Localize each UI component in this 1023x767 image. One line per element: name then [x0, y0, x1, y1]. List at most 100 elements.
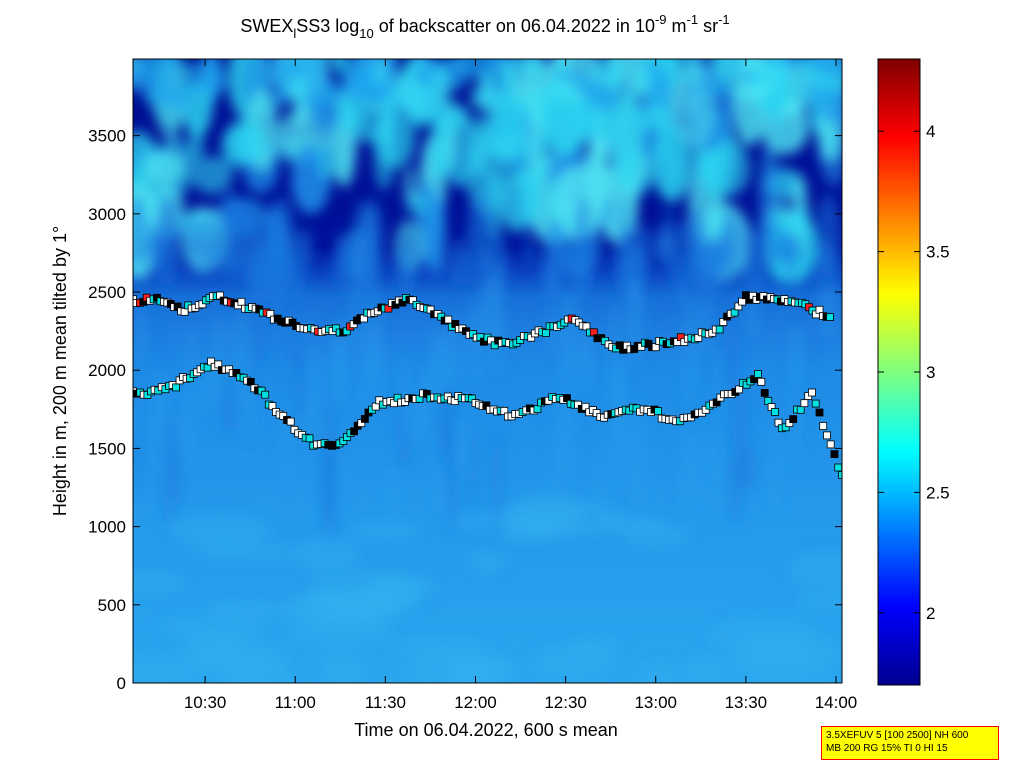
cloud-patch — [552, 165, 606, 240]
cloud-patch — [708, 617, 820, 654]
cloud-patch — [497, 524, 557, 545]
cloud-patch — [287, 590, 402, 618]
cloud-patch — [809, 59, 842, 79]
layer-marker — [738, 297, 746, 306]
cloud-patch — [770, 420, 780, 515]
cloud-patch — [499, 60, 513, 94]
cloud-patch — [323, 393, 335, 478]
layer-marker — [246, 377, 255, 386]
cloud-patch — [551, 68, 588, 83]
cloud-patch — [185, 79, 221, 92]
cloud-patch — [820, 285, 836, 335]
cloud-patch — [159, 618, 265, 637]
cloud-patch — [777, 232, 804, 265]
layer-marker — [444, 315, 453, 324]
cloud-patch — [370, 575, 438, 601]
layer-marker — [826, 313, 834, 321]
plot-area — [132, 58, 843, 684]
layer-marker — [830, 450, 839, 459]
y-tick-label: 2500 — [88, 283, 126, 302]
cloud-patch — [613, 225, 636, 298]
cloud-patch — [243, 388, 255, 441]
layer-marker — [654, 407, 662, 416]
plot-frame — [132, 58, 843, 684]
cloud-patch — [648, 66, 671, 104]
cloud-patch — [203, 358, 216, 416]
cloud-patch — [318, 651, 366, 683]
layer-marker — [800, 399, 809, 408]
cloud-patch — [572, 78, 602, 96]
heatmap-texture — [133, 59, 842, 683]
cloud-patch — [350, 267, 361, 359]
cloud-patch — [570, 275, 579, 396]
x-tick-label: 14:00 — [815, 693, 858, 712]
cloud-patch — [637, 224, 651, 271]
cloud-patch — [155, 291, 162, 376]
cloud-patch — [334, 231, 350, 294]
cloud-patch — [761, 60, 791, 90]
cloud-patch — [420, 365, 433, 443]
layer-marker — [305, 434, 314, 443]
layer-marker — [811, 399, 820, 408]
colorbar: 2 2.5 3 3.5 4 — [877, 58, 950, 686]
cloud-patch — [746, 294, 759, 338]
y-tick-label: 2000 — [88, 361, 126, 380]
cloud-patch — [471, 116, 491, 177]
x-tick-label: 13:30 — [725, 693, 768, 712]
cloud-patch — [451, 59, 465, 72]
cloud-patch — [373, 59, 387, 86]
cloud-patch — [275, 87, 291, 108]
cloud-patch — [221, 125, 254, 168]
cloud-patch — [723, 314, 735, 386]
cloud-patch — [478, 70, 494, 109]
cloud-patch — [709, 59, 739, 82]
cloud-patch — [815, 194, 841, 280]
cloud-patch — [203, 600, 286, 621]
cloud-patch — [757, 207, 772, 263]
layer-marker — [237, 297, 246, 306]
colorbar-tick-label: 3.5 — [926, 243, 950, 262]
cloud-patch — [788, 207, 812, 241]
layer-marker — [760, 388, 769, 397]
colorbar-ticks: 2 2.5 3 3.5 4 — [878, 122, 950, 623]
layer-marker — [796, 405, 805, 414]
cloud-patch — [391, 638, 493, 657]
cloud-patch — [521, 59, 546, 80]
cloud-patch — [543, 248, 560, 305]
layer-marker — [826, 440, 835, 449]
x-tick-label: 12:00 — [454, 693, 497, 712]
x-tick-label: 11:00 — [275, 693, 316, 712]
layer-marker — [286, 417, 295, 426]
layer-marker — [360, 414, 369, 423]
cloud-patch — [579, 327, 595, 391]
cloud-patch — [341, 59, 377, 98]
cloud-patch — [385, 465, 398, 526]
cloud-patch — [789, 325, 804, 383]
cloud-patch — [406, 400, 422, 449]
cloud-patch — [449, 238, 468, 287]
colorbar-tick-label: 3 — [926, 363, 935, 382]
x-tick-label: 13:00 — [634, 693, 677, 712]
layer-marker — [789, 415, 798, 424]
cloud-patch — [144, 149, 186, 185]
cloud-patch — [302, 227, 313, 265]
cloud-patch — [610, 91, 644, 191]
cloud-patch — [418, 69, 432, 89]
cloud-patch — [609, 300, 622, 405]
y-tick-label: 1000 — [88, 518, 126, 537]
cloud-patch — [213, 313, 224, 404]
cloud-patch — [187, 326, 197, 446]
layer-marker — [823, 431, 831, 440]
x-axis-label: Time on 06.04.2022, 600 s mean — [354, 720, 618, 740]
layer-marker — [771, 407, 779, 416]
colorbar-gradient — [877, 58, 921, 686]
layer-markers — [133, 291, 842, 479]
y-tick-label: 3500 — [88, 127, 126, 146]
cloud-patch — [730, 649, 833, 683]
cloud-patch — [691, 422, 702, 501]
cloud-patch — [602, 71, 624, 88]
y-tick-label: 3000 — [88, 205, 126, 224]
cloud-patch — [286, 364, 297, 419]
cloud-patch — [403, 166, 416, 204]
